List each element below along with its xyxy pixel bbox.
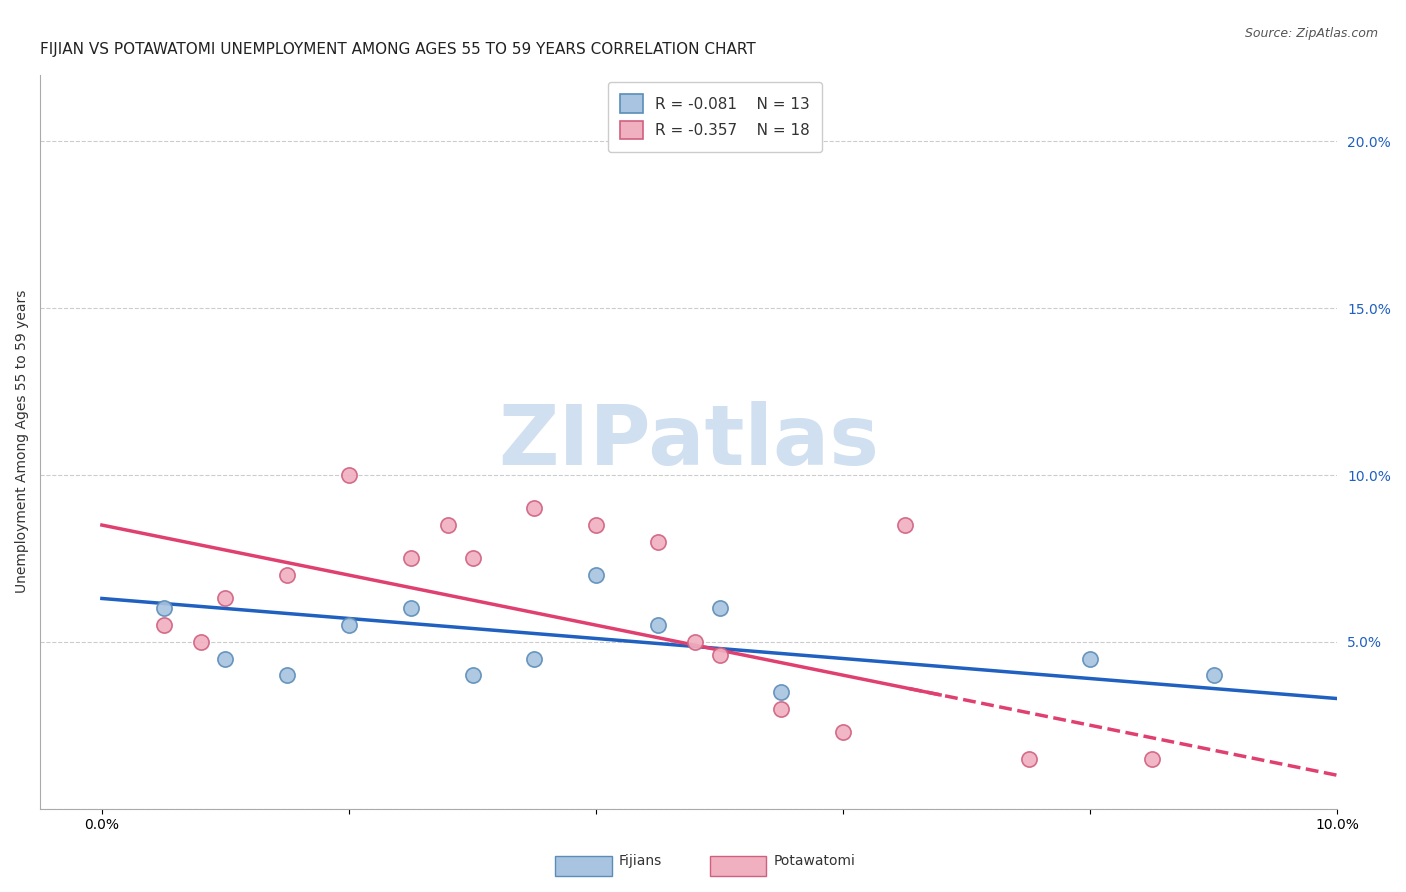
Text: ZIPatlas: ZIPatlas [498, 401, 879, 483]
Point [585, 568, 607, 582]
Point [647, 618, 669, 632]
Point [337, 618, 360, 632]
Point [770, 685, 793, 699]
Point [523, 651, 546, 665]
Point [214, 651, 236, 665]
Point [1018, 751, 1040, 765]
Point [832, 725, 855, 739]
Point [647, 534, 669, 549]
Text: Fijians: Fijians [619, 855, 662, 868]
Point [152, 618, 174, 632]
Point [461, 551, 484, 566]
Point [1202, 668, 1225, 682]
Point [1140, 751, 1163, 765]
Point [683, 635, 706, 649]
Point [437, 518, 460, 533]
Point [1078, 651, 1101, 665]
Point [523, 501, 546, 516]
Point [337, 468, 360, 483]
Point [585, 518, 607, 533]
Point [770, 701, 793, 715]
Point [399, 551, 422, 566]
Text: Source: ZipAtlas.com: Source: ZipAtlas.com [1244, 27, 1378, 40]
Legend: R = -0.081    N = 13, R = -0.357    N = 18: R = -0.081 N = 13, R = -0.357 N = 18 [607, 82, 823, 152]
Y-axis label: Unemployment Among Ages 55 to 59 years: Unemployment Among Ages 55 to 59 years [15, 290, 30, 593]
Text: Potawatomi: Potawatomi [773, 855, 855, 868]
Text: FIJIAN VS POTAWATOMI UNEMPLOYMENT AMONG AGES 55 TO 59 YEARS CORRELATION CHART: FIJIAN VS POTAWATOMI UNEMPLOYMENT AMONG … [41, 42, 756, 57]
Point [276, 668, 298, 682]
Point [399, 601, 422, 615]
Point [709, 648, 731, 663]
Point [894, 518, 917, 533]
Point [214, 591, 236, 606]
Point [152, 601, 174, 615]
Point [276, 568, 298, 582]
Point [190, 635, 212, 649]
Point [709, 601, 731, 615]
Point [461, 668, 484, 682]
